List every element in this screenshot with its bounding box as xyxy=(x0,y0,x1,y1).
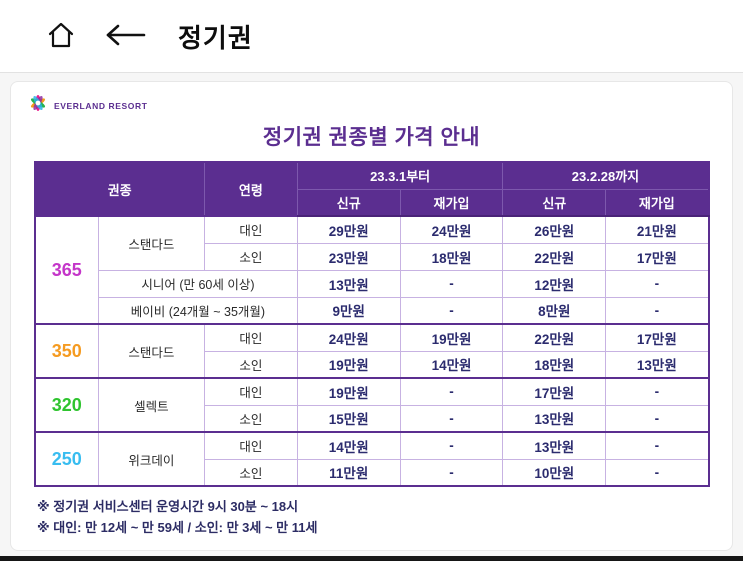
price-cell: 18만원 xyxy=(502,350,607,379)
content-area: EVERLAND RESORT 정기권 권종별 가격 안내 권종 연령 23.3… xyxy=(0,72,743,556)
footnote-ages: ※ 대인: 만 12세 ~ 만 59세 / 소인: 만 3세 ~ 만 11세 xyxy=(37,520,318,536)
price-cell: 13만원 xyxy=(502,431,607,460)
pass-cell-250: 250 xyxy=(33,431,100,487)
price-cell: 19만원 xyxy=(399,323,504,352)
price-cell: 23만원 xyxy=(296,242,401,271)
price-cell: 14만원 xyxy=(399,350,504,379)
type-cell: 스탠다드 xyxy=(98,215,205,271)
price-cell: 9만원 xyxy=(296,296,401,325)
header-new: 신규 xyxy=(502,188,607,217)
price-cell: - xyxy=(605,296,709,325)
header-age: 연령 xyxy=(203,161,298,217)
price-cell: 17만원 xyxy=(605,242,709,271)
price-cell: - xyxy=(399,296,504,325)
price-card: EVERLAND RESORT 정기권 권종별 가격 안내 권종 연령 23.3… xyxy=(10,81,733,551)
price-table: 권종 연령 23.3.1부터 23.2.28까지 신규 재가입 신규 재가입 xyxy=(33,161,710,487)
price-cell: - xyxy=(605,431,709,460)
price-cell: 22만원 xyxy=(502,323,607,352)
price-cell: 22만원 xyxy=(502,242,607,271)
table-row: 소인 19만원 14만원 18만원 13만원 xyxy=(35,350,709,379)
table-row: 베이비 (24개월 ~ 35개월) 9만원 - 8만원 - xyxy=(35,296,709,325)
type-cell: 위크데이 xyxy=(98,431,205,487)
price-cell: - xyxy=(399,458,504,487)
everland-logo-icon xyxy=(27,92,49,119)
table-row: 소인 23만원 18만원 22만원 17만원 xyxy=(35,242,709,271)
price-cell: 19만원 xyxy=(296,377,401,406)
header-row: 권종 연령 23.3.1부터 23.2.28까지 xyxy=(34,161,709,217)
card-title: 정기권 권종별 가격 안내 xyxy=(262,126,481,149)
header-period-until: 23.2.28까지 xyxy=(502,161,709,190)
price-cell: - xyxy=(605,269,709,298)
pass-cell-365: 365 xyxy=(33,215,100,325)
back-arrow-icon xyxy=(104,23,146,50)
screen-bottom-edge xyxy=(0,556,743,561)
footnotes: ※ 정기권 서비스센터 운영시간 9시 30분 ~ 18시 ※ 대인: 만 12… xyxy=(37,496,716,539)
age-cell: 소인 xyxy=(203,242,298,271)
everland-logo: EVERLAND RESORT xyxy=(27,92,716,119)
type-cell: 시니어 (만 60세 이상) xyxy=(98,269,298,298)
age-cell: 대인 xyxy=(203,377,298,406)
header-row: 신규 재가입 신규 재가입 xyxy=(35,188,709,217)
age-cell: 소인 xyxy=(203,404,298,433)
price-cell: 13만원 xyxy=(605,350,709,379)
price-cell: 17만원 xyxy=(502,377,607,406)
price-cell: 14만원 xyxy=(296,431,401,460)
table-row: 소인 11만원 - 10만원 - xyxy=(35,458,709,487)
age-cell: 대인 xyxy=(203,323,298,352)
age-cell: 대인 xyxy=(203,215,298,244)
table-row: 시니어 (만 60세 이상) 13만원 - 12만원 - xyxy=(35,269,709,298)
home-button[interactable] xyxy=(44,19,78,53)
price-cell: - xyxy=(399,431,504,460)
price-cell: 15만원 xyxy=(296,404,401,433)
price-cell: - xyxy=(605,404,709,433)
table-row: 365 스탠다드 대인 29만원 24만원 26만원 21만원 xyxy=(33,215,709,325)
pass-cell-350: 350 xyxy=(33,323,100,379)
type-cell: 베이비 (24개월 ~ 35개월) xyxy=(98,296,298,325)
type-cell: 셀렉트 xyxy=(98,377,205,433)
home-icon xyxy=(46,20,76,53)
price-cell: 11만원 xyxy=(296,458,401,487)
price-cell: 10만원 xyxy=(502,458,607,487)
price-cell: 29만원 xyxy=(296,215,401,244)
price-cell: 17만원 xyxy=(605,323,709,352)
footnote-hours: ※ 정기권 서비스센터 운영시간 9시 30분 ~ 18시 xyxy=(37,499,299,514)
table-row: 350 스탠다드 대인 24만원 19만원 22만원 17만원 xyxy=(33,323,709,379)
header-rejoin: 재가입 xyxy=(399,188,504,217)
price-cell: - xyxy=(399,404,504,433)
table-row: 소인 15만원 - 13만원 - xyxy=(35,404,709,433)
topbar: 정기권 xyxy=(0,0,743,72)
price-cell: - xyxy=(399,377,504,406)
header-type: 권종 xyxy=(34,161,205,217)
age-cell: 대인 xyxy=(203,431,298,460)
header-rejoin: 재가입 xyxy=(605,188,709,217)
header-new: 신규 xyxy=(296,188,401,217)
price-cell: 24만원 xyxy=(296,323,401,352)
pass-cell-320: 320 xyxy=(33,377,100,433)
price-cell: 21만원 xyxy=(605,215,709,244)
header-period-from: 23.3.1부터 xyxy=(296,161,504,190)
price-cell: 12만원 xyxy=(502,269,607,298)
price-cell: 24만원 xyxy=(399,215,504,244)
brand-text: EVERLAND RESORT xyxy=(54,100,148,111)
table-row: 250 위크데이 대인 14만원 - 13만원 - xyxy=(33,431,709,487)
back-button[interactable] xyxy=(102,19,148,53)
type-cell: 스탠다드 xyxy=(98,323,205,379)
price-cell: 26만원 xyxy=(502,215,607,244)
table-row: 320 셀렉트 대인 19만원 - 17만원 - xyxy=(33,377,709,433)
price-cell: 18만원 xyxy=(399,242,504,271)
price-cell: 13만원 xyxy=(502,404,607,433)
age-cell: 소인 xyxy=(203,458,298,487)
table-header: 권종 연령 23.3.1부터 23.2.28까지 신규 재가입 신규 재가입 xyxy=(34,161,709,217)
price-cell: - xyxy=(399,269,504,298)
price-cell: 8만원 xyxy=(502,296,607,325)
page-title: 정기권 xyxy=(178,22,253,53)
price-cell: - xyxy=(605,458,709,487)
price-cell: - xyxy=(605,377,709,406)
price-cell: 13만원 xyxy=(296,269,401,298)
price-cell: 19만원 xyxy=(296,350,401,379)
age-cell: 소인 xyxy=(203,350,298,379)
